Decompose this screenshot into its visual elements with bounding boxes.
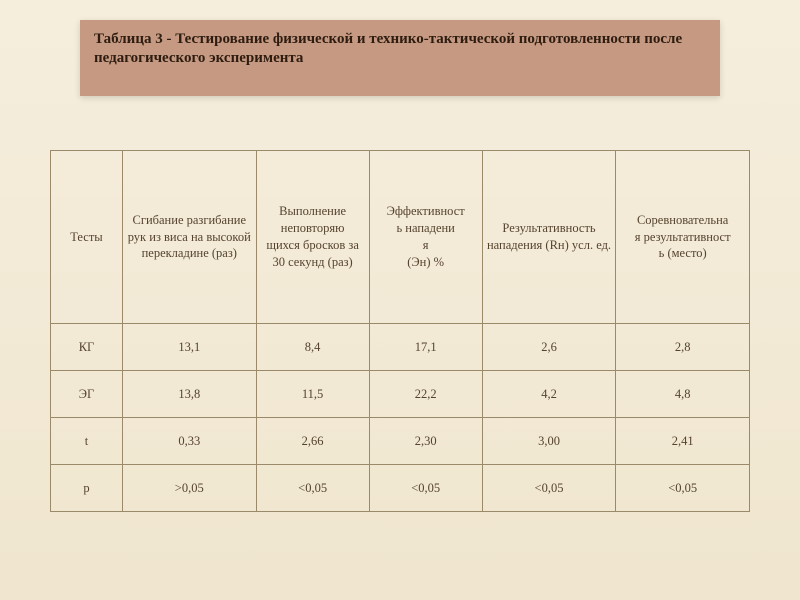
cell: <0,05 — [482, 465, 616, 512]
data-table: Тесты Сгибание разгибание рук из виса на… — [50, 150, 750, 512]
col-header-3: Эффективность нападения(Эн) % — [369, 151, 482, 324]
cell: 13,8 — [122, 371, 256, 418]
cell: 2,41 — [616, 418, 750, 465]
table-row: КГ 13,1 8,4 17,1 2,6 2,8 — [51, 324, 750, 371]
cell: 0,33 — [122, 418, 256, 465]
cell: 2,66 — [256, 418, 369, 465]
cell: 22,2 — [369, 371, 482, 418]
table-row: t 0,33 2,66 2,30 3,00 2,41 — [51, 418, 750, 465]
cell: 4,8 — [616, 371, 750, 418]
cell: 2,8 — [616, 324, 750, 371]
cell: 2,6 — [482, 324, 616, 371]
cell: 13,1 — [122, 324, 256, 371]
col-header-4: Результативность нападения (Rн) усл. ед. — [482, 151, 616, 324]
row-label: p — [51, 465, 123, 512]
table-row: ЭГ 13,8 11,5 22,2 4,2 4,8 — [51, 371, 750, 418]
cell: 11,5 — [256, 371, 369, 418]
row-label: t — [51, 418, 123, 465]
cell: 8,4 — [256, 324, 369, 371]
row-label: ЭГ — [51, 371, 123, 418]
cell: 2,30 — [369, 418, 482, 465]
table-caption: Таблица 3 - Тестирование физической и те… — [80, 20, 720, 96]
table-header-row: Тесты Сгибание разгибание рук из виса на… — [51, 151, 750, 324]
col-header-2: Выполнение неповторяющихся бросков за 30… — [256, 151, 369, 324]
col-header-1: Сгибание разгибание рук из виса на высок… — [122, 151, 256, 324]
cell: >0,05 — [122, 465, 256, 512]
cell: 17,1 — [369, 324, 482, 371]
data-table-container: Тесты Сгибание разгибание рук из виса на… — [50, 150, 750, 512]
cell: <0,05 — [369, 465, 482, 512]
row-label: КГ — [51, 324, 123, 371]
table-row: p >0,05 <0,05 <0,05 <0,05 <0,05 — [51, 465, 750, 512]
col-header-5: Соревновательная результативность (место… — [616, 151, 750, 324]
cell: <0,05 — [616, 465, 750, 512]
col-header-tests: Тесты — [51, 151, 123, 324]
cell: 4,2 — [482, 371, 616, 418]
cell: <0,05 — [256, 465, 369, 512]
cell: 3,00 — [482, 418, 616, 465]
